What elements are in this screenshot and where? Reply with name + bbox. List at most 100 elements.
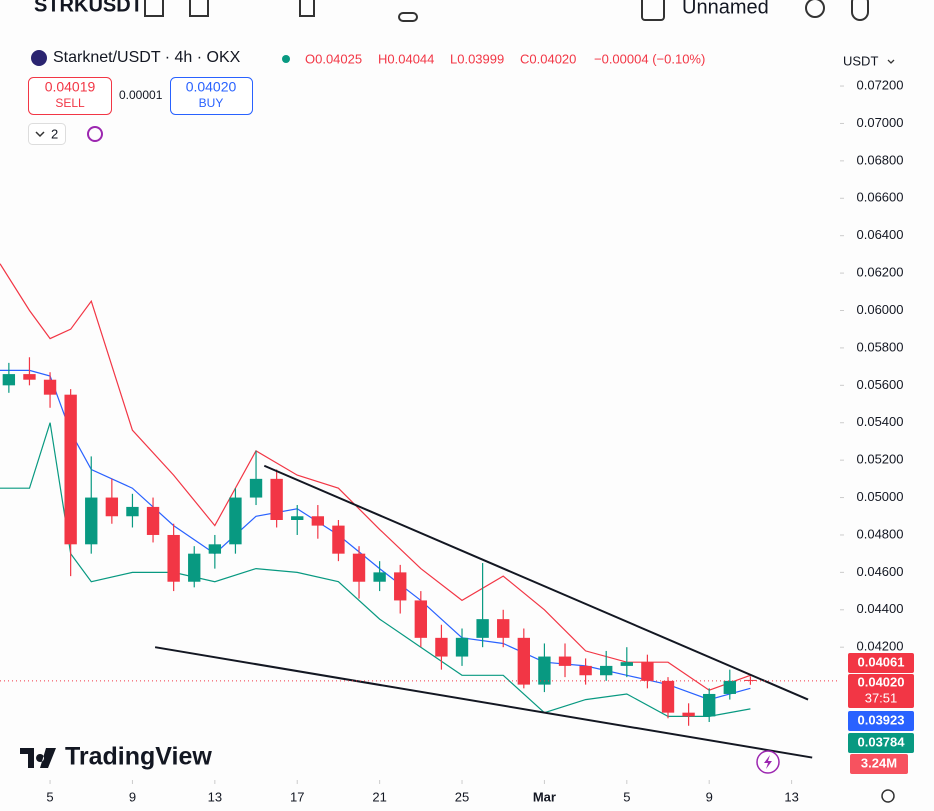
trendline <box>263 464 809 701</box>
candle-body <box>229 497 242 545</box>
buy-label: BUY <box>199 96 224 110</box>
candle-body <box>167 534 180 582</box>
y-tick-label: 0.06000 <box>857 302 904 317</box>
price-tag: 0.03784 <box>858 734 906 749</box>
candle-body <box>352 553 366 582</box>
toolbar-icon[interactable] <box>299 0 315 17</box>
tag-bg <box>850 754 908 774</box>
symbol[interactable]: STRKUSDT <box>34 0 143 16</box>
market-status <box>282 55 290 63</box>
toolbar-icon[interactable] <box>805 0 825 18</box>
layout-name[interactable]: Unnamed <box>682 0 769 18</box>
candle-body <box>23 374 36 380</box>
y-tick-label: 0.04200 <box>857 639 904 654</box>
candle-body <box>208 544 222 554</box>
y-tick-label: 0.07200 <box>857 77 904 92</box>
tag-bg <box>848 674 914 708</box>
toolbar-icon[interactable] <box>851 0 869 21</box>
currency[interactable]: USDT <box>843 53 878 68</box>
indicators-count: 2 <box>51 126 58 141</box>
toolbar-icon[interactable] <box>189 0 209 17</box>
candle-body <box>703 693 716 717</box>
sell-button[interactable] <box>28 77 112 115</box>
candle-body <box>64 394 77 545</box>
y-tick-label: 0.04800 <box>857 526 904 541</box>
ohlc-close: C0.04020 <box>520 51 576 66</box>
candle-body <box>661 680 675 713</box>
settings-icon[interactable] <box>881 789 895 803</box>
candle-body <box>43 379 57 395</box>
refresh-icon[interactable] <box>87 126 103 142</box>
x-tick-label: 5 <box>623 789 630 804</box>
x-tick-label: 13 <box>784 789 798 804</box>
sell-price: 0.04019 <box>45 79 96 95</box>
candle-body <box>538 656 551 685</box>
candle-body <box>497 619 510 638</box>
candle-body <box>270 478 283 520</box>
candle-body <box>579 665 592 676</box>
y-tick-label: 0.06200 <box>857 265 904 280</box>
candle-body <box>435 637 448 657</box>
toolbar-icon[interactable] <box>398 12 418 22</box>
candle-body <box>291 516 304 520</box>
y-tick-label: 0.07000 <box>857 115 904 130</box>
candle-body <box>332 525 345 554</box>
buy-button[interactable] <box>170 77 253 115</box>
buy-price: 0.04020 <box>186 79 237 95</box>
chevron <box>35 131 45 138</box>
y-tick-label: 0.06400 <box>857 227 904 242</box>
x-tick-label: 17 <box>290 789 304 804</box>
toolbar-icon[interactable] <box>144 0 164 17</box>
indicators-toggle[interactable] <box>28 123 66 145</box>
candle-body <box>620 662 633 666</box>
price-tag: 0.04020 <box>858 674 905 689</box>
candle-body <box>85 497 98 545</box>
y-tick-label: 0.04600 <box>857 564 904 579</box>
x-tick-label: 9 <box>706 789 713 804</box>
logo-mark <box>20 748 56 768</box>
candle-body <box>146 506 160 535</box>
candle-body <box>394 572 407 601</box>
price-tags: 0.04061 0.04020 37:51 0.03923 0.03784 3.… <box>848 653 914 774</box>
tag-bg <box>848 733 914 753</box>
ohlc-open: O0.04025 <box>305 51 362 66</box>
candle-body <box>600 665 613 676</box>
coin-icon <box>31 50 47 66</box>
logo: TradingView <box>20 743 212 771</box>
candle-body <box>744 679 757 681</box>
y-tick-label: 0.05000 <box>857 489 904 504</box>
candle-body <box>517 637 530 685</box>
candle-body <box>641 662 654 681</box>
sell-label: SELL <box>55 96 85 110</box>
y-tick-label: 0.04400 <box>857 601 904 616</box>
header: Starknet/USDT · 4h · OKX O0.04025 H0.040… <box>28 49 705 145</box>
tag-bg <box>848 711 914 731</box>
chevron <box>887 59 895 64</box>
y-tick-label: 0.05400 <box>857 414 904 429</box>
band-line <box>0 422 751 717</box>
logo-text: TradingView <box>65 743 212 771</box>
x-tick-label: 9 <box>129 789 136 804</box>
candle-body <box>455 637 469 657</box>
candle-body <box>188 553 201 582</box>
candle-body <box>2 374 16 386</box>
x-tick-label: 21 <box>372 789 386 804</box>
candle-body <box>723 680 736 694</box>
candle-body <box>373 572 386 582</box>
candle-body <box>249 478 263 498</box>
ohlc-high: H0.04044 <box>378 51 434 66</box>
y-tick-label: 0.05200 <box>857 452 904 467</box>
candle-body <box>105 497 119 517</box>
candle-body <box>414 600 428 638</box>
y-tick-label: 0.05800 <box>857 339 904 354</box>
candle-body <box>558 656 572 666</box>
toolbar-icon[interactable] <box>641 0 665 21</box>
toolbar: STRKUSDT Unnamed <box>34 0 869 22</box>
y-tick-label: 0.06600 <box>857 190 904 205</box>
plot-area <box>0 263 840 759</box>
ohlc-low: L0.03999 <box>450 51 504 66</box>
band-line <box>0 263 751 691</box>
countdown: 37:51 <box>865 690 898 705</box>
